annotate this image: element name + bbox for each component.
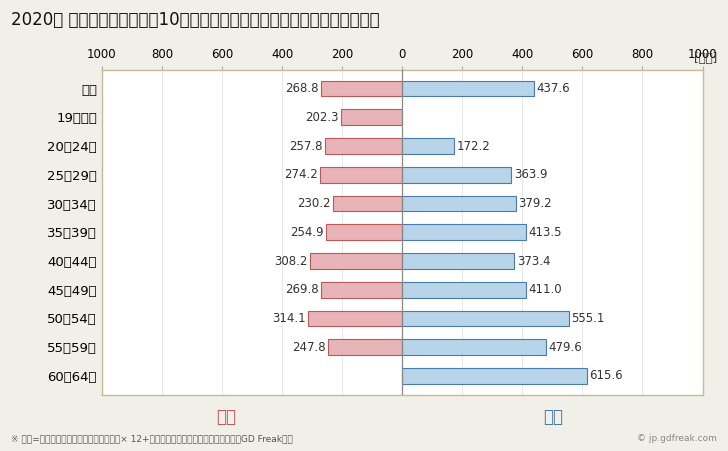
Bar — [402, 253, 515, 269]
Text: 202.3: 202.3 — [306, 111, 339, 124]
Text: ※ 年収=「きまって支給する現金給与額」× 12+「年間賞与その他特別給与額」としてGD Freak推計: ※ 年収=「きまって支給する現金給与額」× 12+「年間賞与その他特別給与額」と… — [11, 434, 293, 443]
Text: 615.6: 615.6 — [590, 369, 623, 382]
Bar — [321, 282, 402, 298]
Text: 314.1: 314.1 — [272, 312, 306, 325]
Bar — [402, 138, 454, 154]
Text: 172.2: 172.2 — [456, 139, 490, 152]
Bar — [402, 224, 526, 240]
Bar — [325, 138, 402, 154]
Bar — [328, 339, 402, 355]
Text: 254.9: 254.9 — [290, 226, 323, 239]
Text: 363.9: 363.9 — [514, 168, 547, 181]
Bar — [333, 196, 402, 212]
Text: 308.2: 308.2 — [274, 254, 307, 267]
Text: © jp.gdfreak.com: © jp.gdfreak.com — [637, 434, 717, 443]
Text: 230.2: 230.2 — [297, 197, 331, 210]
Bar — [402, 282, 526, 298]
Text: [万円]: [万円] — [694, 52, 717, 65]
Text: 479.6: 479.6 — [549, 341, 582, 354]
Text: 2020年 民間企業（従業者数10人以上）フルタイム労働者の男女別平均年収: 2020年 民間企業（従業者数10人以上）フルタイム労働者の男女別平均年収 — [11, 11, 379, 29]
Bar — [402, 311, 569, 327]
Text: 269.8: 269.8 — [285, 283, 319, 296]
Text: 268.8: 268.8 — [285, 82, 319, 95]
Text: 女性: 女性 — [215, 408, 236, 426]
Text: 437.6: 437.6 — [536, 82, 569, 95]
Text: 411.0: 411.0 — [528, 283, 562, 296]
Bar — [325, 224, 402, 240]
Bar — [402, 196, 516, 212]
Text: 247.8: 247.8 — [292, 341, 325, 354]
Text: 379.2: 379.2 — [518, 197, 552, 210]
Bar — [309, 253, 402, 269]
Bar — [320, 167, 402, 183]
Text: 373.4: 373.4 — [517, 254, 550, 267]
Bar — [341, 110, 402, 125]
Text: 257.8: 257.8 — [289, 139, 323, 152]
Bar — [308, 311, 402, 327]
Bar — [402, 368, 587, 384]
Bar — [322, 81, 402, 97]
Text: 男性: 男性 — [543, 408, 563, 426]
Text: 413.5: 413.5 — [529, 226, 562, 239]
Text: 274.2: 274.2 — [284, 168, 317, 181]
Text: 555.1: 555.1 — [571, 312, 605, 325]
Bar — [402, 339, 546, 355]
Bar — [402, 81, 534, 97]
Bar — [402, 167, 512, 183]
